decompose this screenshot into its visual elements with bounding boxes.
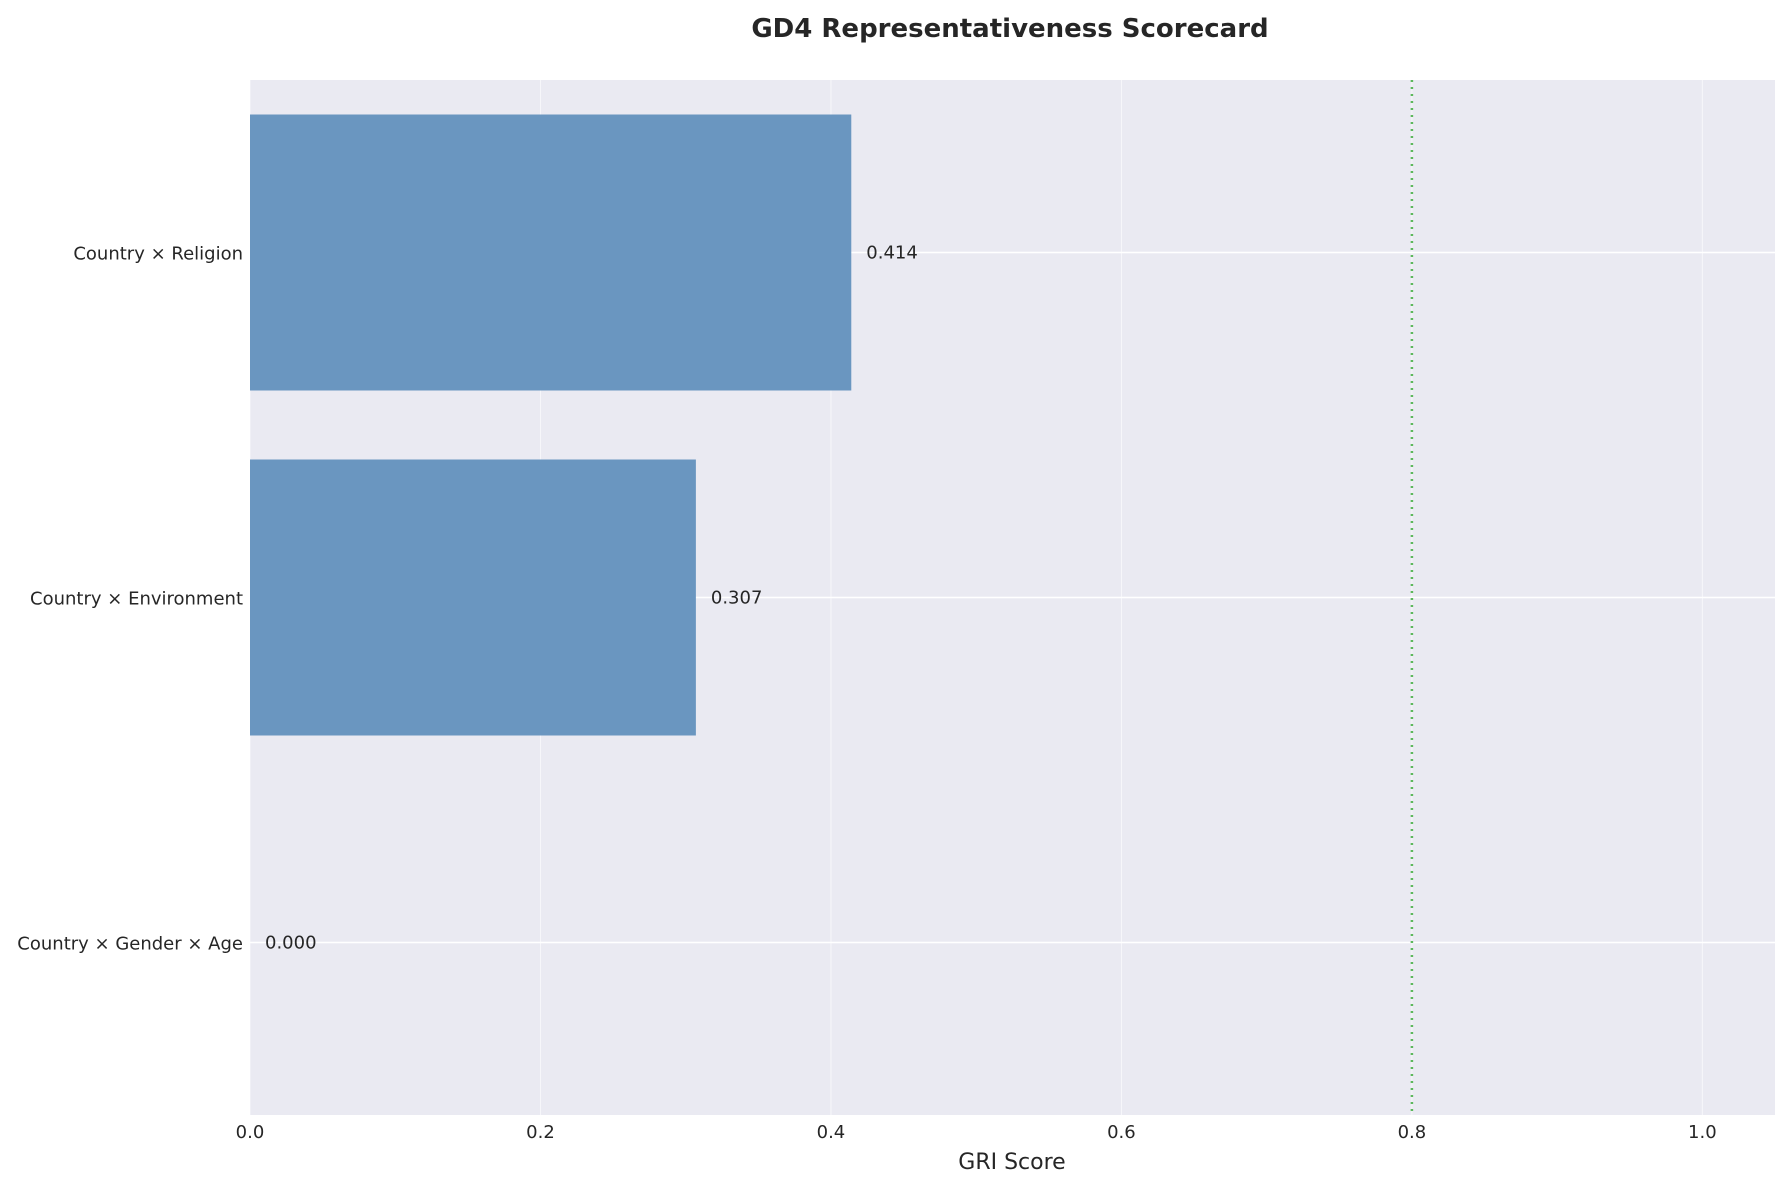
bar [250,459,696,736]
x-tick-label: 0.2 [526,1122,555,1143]
y-category-label: Country × Gender × Age [17,934,243,955]
x-tick-label: 0.6 [1107,1122,1136,1143]
bar-value-label: 0.414 [866,243,918,264]
x-axis-label: GRI Score [958,1150,1065,1175]
bar-value-label: 0.307 [711,588,763,609]
bar [250,114,852,391]
x-tick-label: 0.8 [1398,1122,1427,1143]
bars [250,114,852,736]
x-tick-label: 0.0 [236,1122,265,1143]
y-category-label: Country × Environment [30,589,243,610]
labels: 0.0 0.2 0.4 0.6 0.8 1.0 Country × Religion 0.41… [17,243,1716,1144]
x-tick-label: 1.0 [1688,1122,1717,1143]
x-tick-label: 0.4 [817,1122,846,1143]
chart-title: GD4 Representativeness Scorecard [751,14,1268,44]
y-category-label: Country × Religion [73,244,243,265]
bar-value-label: 0.000 [265,933,317,954]
